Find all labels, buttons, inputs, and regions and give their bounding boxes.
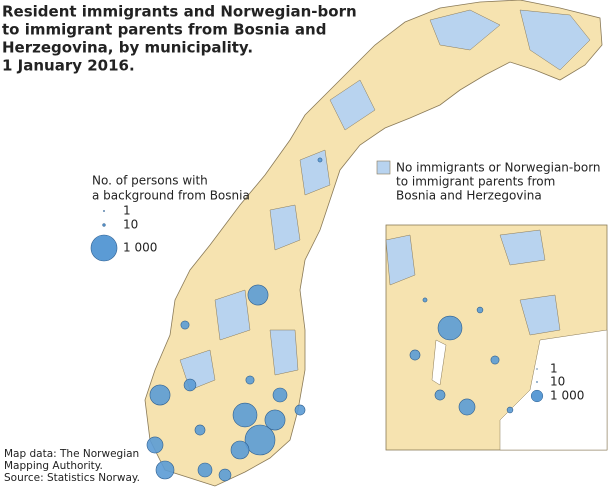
legend-bubble [102,223,106,227]
no-bosnians-area [385,234,416,286]
title-line: 1 January 2016. [2,57,135,75]
inset-legend-label: 10 [550,375,565,389]
legend-label: 1 000 [123,241,157,255]
legend-none-label: to immigrant parents from [396,175,555,189]
no-bosnians-area [329,79,376,131]
bubble [247,284,269,306]
bubble [317,157,323,163]
title-line: to immigrant parents from Bosnia and [2,21,326,39]
legend-bubble [90,234,118,262]
bubble [180,320,190,330]
sea [499,329,608,451]
inset-map [385,224,608,451]
bubble [149,384,171,406]
source-line: Source: Statistics Norway. [4,472,140,484]
inset-legend-bubble [530,389,544,403]
legend-label: 10 [123,218,138,232]
legend-swatch [376,160,391,175]
no-bosnians-area [519,9,591,71]
sea [431,339,447,386]
bubble [272,387,288,403]
bubble [245,375,255,385]
no-bosnians-area [499,229,546,266]
bubble [218,468,232,482]
bubble [146,436,164,454]
no-bosnians-area [269,204,301,251]
bubble [294,404,306,416]
legend-title: No. of persons with [92,174,208,188]
inset-bubble [476,306,484,314]
inset-bubble [458,398,476,416]
bubble [183,378,197,392]
bubble [264,409,286,431]
bubble [232,402,258,428]
inset-bubble [506,406,514,414]
bubble [197,462,213,478]
source-line: Mapping Authority. [4,460,103,472]
bubble [194,424,206,436]
legend-title: a background from Bosnia [92,189,250,203]
inset-legend-label: 1 [550,362,558,376]
bubble [244,424,276,456]
inset-bubble [437,315,463,341]
inset-bubble [490,355,500,365]
no-bosnians-area [429,9,501,51]
land [144,0,603,487]
legend-label: 1 [123,204,131,218]
legend-none-label: No immigrants or Norwegian-born [396,161,601,175]
inset-legend-label: 1 000 [550,389,584,403]
no-bosnians-area [519,294,561,336]
title-line: Herzegovina, by municipality. [2,39,253,57]
legend-bubble [103,210,105,212]
legend-none-label: Bosnia and Herzegovina [396,189,542,203]
bubble [155,460,175,480]
inset-legend-bubble [536,381,538,383]
no-bosnians-area [269,329,299,376]
bubble [230,440,250,460]
norway-map [144,0,603,487]
inset-legend-bubble [536,368,538,370]
source-line: Map data: The Norwegian [4,448,139,460]
title-line: Resident immigrants and Norwegian-born [2,3,357,21]
inset-bubble [409,349,421,361]
inset-bubble [422,297,428,303]
no-bosnians-area [214,289,251,341]
inset-bubble [434,389,446,401]
no-bosnians-area [299,149,331,196]
